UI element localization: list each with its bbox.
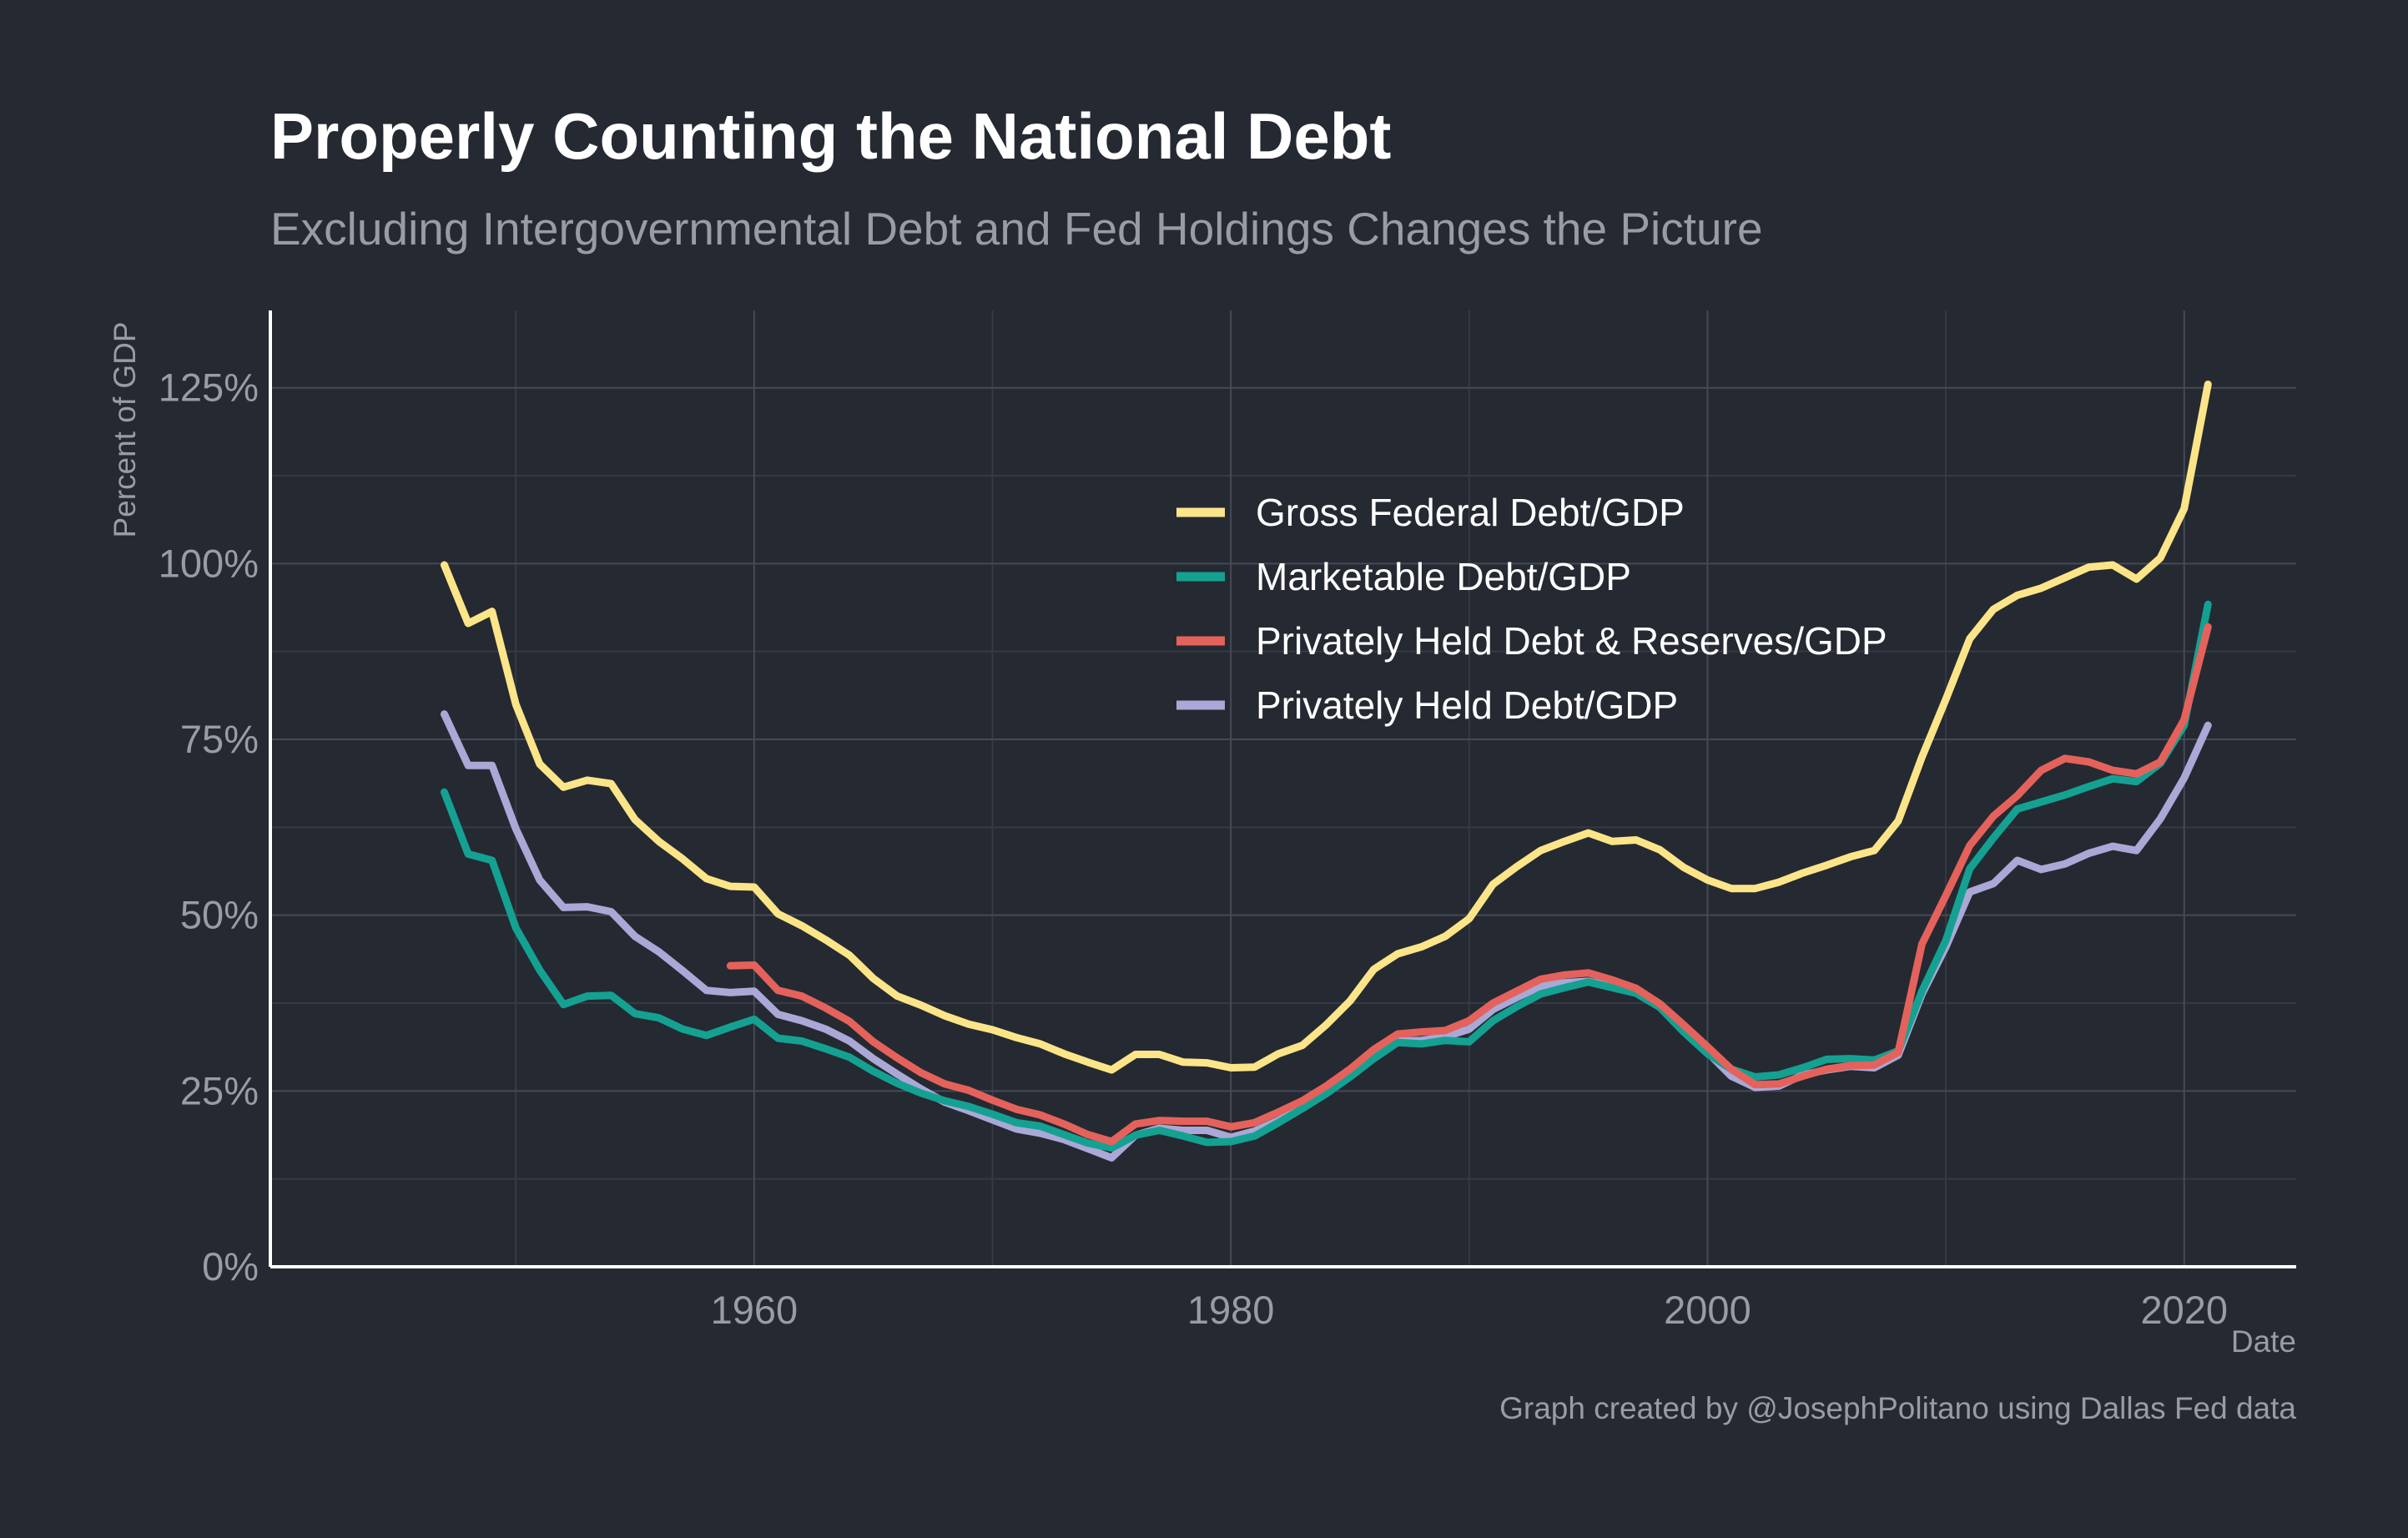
chart-subtitle: Excluding Intergovernmental Debt and Fed… <box>270 203 1763 255</box>
series-line-1 <box>441 600 2212 1152</box>
legend-label-1: Marketable Debt/GDP <box>1256 555 1631 598</box>
legend-label-2: Privately Held Debt & Reserves/GDP <box>1256 619 1887 663</box>
y-tick-label-3: 75% <box>180 717 259 761</box>
series-line-0 <box>441 381 2212 1074</box>
x-tick-label-3: 2020 <box>2140 1288 2228 1332</box>
chart-title: Properly Counting the National Debt <box>270 99 1391 173</box>
x-tick-labels: 1960 1980 2000 2020 <box>711 1288 2228 1332</box>
series-line-2 <box>726 623 2212 1146</box>
x-tick-label-0: 1960 <box>711 1288 798 1332</box>
minor-y-gridlines <box>270 475 2296 1180</box>
y-tick-label-2: 50% <box>180 893 259 937</box>
series-lines <box>441 381 2212 1162</box>
y-tick-label-4: 100% <box>159 541 259 585</box>
x-tick-label-1: 1980 <box>1187 1288 1275 1332</box>
major-x-gridlines <box>753 310 2185 1267</box>
y-axis-title: Percent of GDP <box>108 321 142 537</box>
y-tick-labels: 0% 25% 50% 75% 100% 125% <box>159 366 259 1288</box>
legend: Gross Federal Debt/GDP Marketable Debt/GD… <box>1176 491 1887 727</box>
y-tick-label-1: 25% <box>180 1068 259 1112</box>
legend-label-3: Privately Held Debt/GDP <box>1256 683 1678 727</box>
chart-caption: Graph created by @JosephPolitano using D… <box>1499 1391 2296 1425</box>
y-tick-label-0: 0% <box>202 1244 259 1288</box>
legend-label-0: Gross Federal Debt/GDP <box>1256 491 1685 534</box>
minor-x-gridlines <box>515 310 1947 1267</box>
y-tick-label-5: 125% <box>159 366 259 410</box>
x-axis-title: Date <box>2231 1324 2296 1359</box>
x-tick-label-2: 2000 <box>1664 1288 1751 1332</box>
